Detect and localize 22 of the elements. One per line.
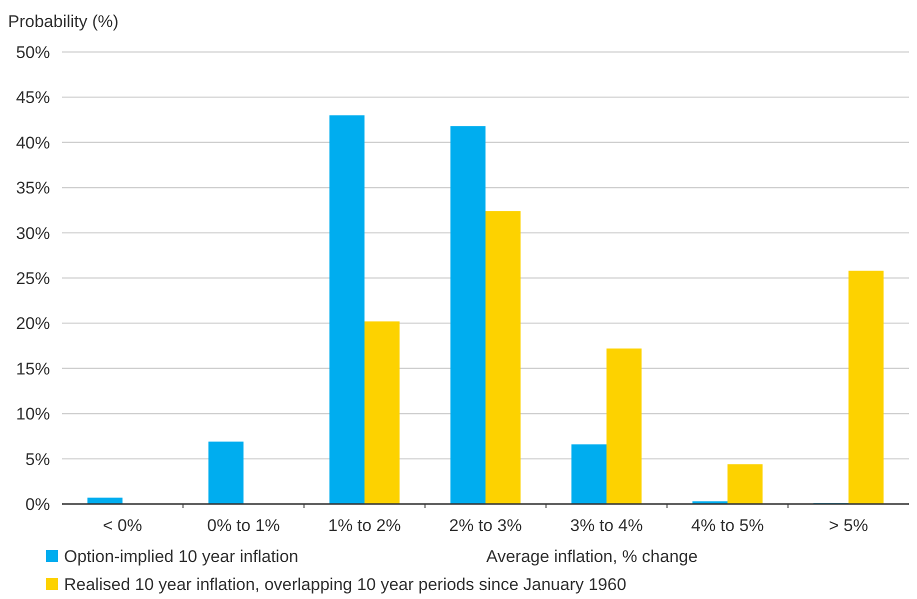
x-tick-label: > 5% [828,516,868,535]
x-axis-title: Average inflation, % change [486,547,698,566]
y-tick-label: 25% [16,268,50,288]
x-tick-label: 1% to 2% [328,516,401,535]
y-tick-label: 30% [16,224,50,243]
x-tick-label: 0% to 1% [207,516,280,535]
y-tick-label: 10% [16,404,50,424]
x-tick-label: < 0% [102,516,142,535]
y-tick-label: 0% [25,494,50,514]
x-tick-label: 3% to 4% [570,516,643,535]
x-tick-label: 2% to 3% [449,516,522,535]
y-axis-title: Probability (%) [8,12,119,31]
y-tick-label: 45% [16,88,50,108]
y-tick-label: 20% [16,314,50,334]
y-tick-label: 5% [25,450,50,469]
y-tick-label: 15% [16,359,50,378]
y-tick-label: 35% [16,178,50,198]
legend-label: Realised 10 year inflation, overlapping 10 year periods since January 1960 [64,574,626,594]
x-tick-label: 4% to 5% [691,516,764,535]
y-tick-label: 40% [16,133,50,152]
y-tick-label: 50% [16,42,50,62]
legend-label: Option-implied 10 year inflation [64,546,298,566]
